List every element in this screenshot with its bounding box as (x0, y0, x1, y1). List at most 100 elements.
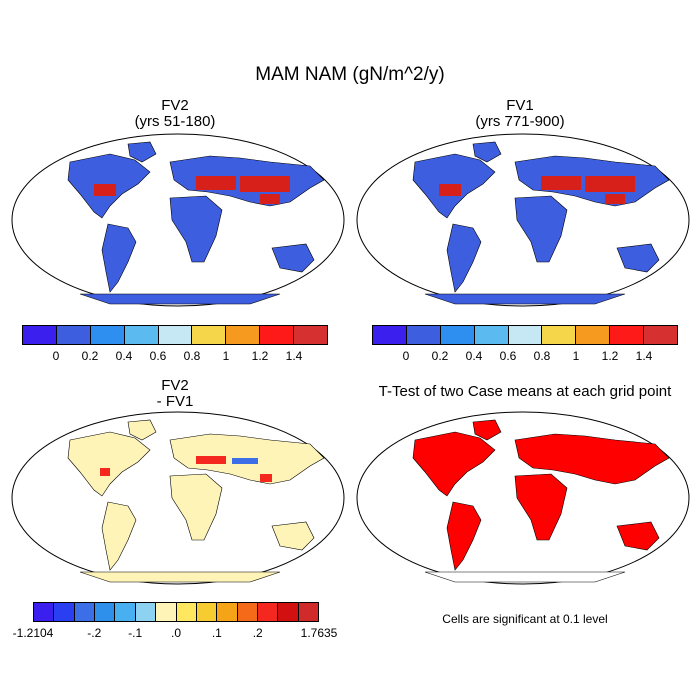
colorbar-swatch (542, 326, 577, 344)
map-difference (11, 411, 345, 585)
landmass-greenland (127, 141, 157, 163)
colorbar-swatch (176, 603, 197, 621)
landmass-sa (101, 223, 137, 293)
landmass-greenland (472, 419, 502, 441)
colorbar-tick-label: 0 (52, 349, 60, 363)
colorbar-fv1 (372, 325, 678, 345)
high-deposition-region (260, 194, 280, 204)
difference-region (100, 468, 110, 476)
panel-subtitle: (yrs 771-900) (475, 113, 565, 130)
colorbar-swatch (217, 603, 238, 621)
landmass-na (67, 431, 151, 497)
colorbar-swatch (237, 603, 258, 621)
map-ttest (356, 411, 690, 585)
panel-title: FV2 (161, 97, 189, 114)
landmass-ant (79, 293, 281, 305)
colorbar-tick-label: -.2 (87, 626, 102, 640)
colorbar-swatch (373, 326, 407, 344)
colorbar-tick-label: 0.4 (465, 349, 483, 363)
landmass-au (271, 243, 315, 273)
colorbar-swatch (260, 326, 295, 344)
high-deposition-region (585, 176, 635, 192)
colorbar-tick-label: .0 (170, 626, 182, 640)
colorbar-swatch (56, 326, 91, 344)
colorbar-swatch (576, 326, 611, 344)
panel-subtitle: (yrs 51-180) (134, 113, 216, 130)
colorbar-fv2 (22, 325, 328, 345)
figure-title: MAM NAM (gN/m^2/y) (255, 64, 445, 85)
colorbar-swatch (474, 326, 509, 344)
colorbar-tick-label: 0.8 (533, 349, 551, 363)
colorbar-swatch (298, 603, 319, 621)
panel-fv2-title: FV2 (yrs 51-180) (100, 98, 250, 130)
colorbar-tick-label: 1.4 (635, 349, 653, 363)
landmass-sa (101, 501, 137, 571)
colorbar-tick-label: 0.6 (499, 349, 517, 363)
colorbar-swatch (54, 603, 75, 621)
landmass-af (169, 195, 223, 263)
colorbar-swatch (610, 326, 645, 344)
panel-title: FV2 (161, 377, 189, 394)
landmasses (67, 419, 325, 583)
colorbar-tick-label: 1 (572, 349, 580, 363)
landmass-sa (446, 223, 482, 293)
map-fv1 (356, 133, 690, 307)
landmass-sa (446, 501, 482, 571)
colorbar-swatch (115, 603, 136, 621)
significance-note: Cells are significant at 0.1 level (442, 612, 608, 626)
landmass-eu (514, 433, 670, 485)
colorbar-swatch (508, 326, 543, 344)
landmass-au (616, 521, 660, 551)
colorbar-tick-label: 0 (402, 349, 410, 363)
landmass-na (412, 431, 496, 497)
high-deposition-region (439, 184, 461, 196)
difference-region (232, 458, 258, 464)
colorbar-tick-label: 1.2 (251, 349, 269, 363)
colorbar-swatch (90, 326, 125, 344)
high-deposition-region (240, 176, 290, 192)
landmass-af (514, 473, 568, 541)
colorbar-swatch (226, 326, 261, 344)
high-deposition-region (196, 176, 236, 190)
colorbar-swatch (278, 603, 299, 621)
colorbar-swatch (158, 326, 193, 344)
landmass-ant (424, 571, 626, 583)
colorbar-swatch (124, 326, 159, 344)
colorbar-tick-label: .1 (211, 626, 222, 640)
colorbar-tick-label: -.1 (128, 626, 143, 640)
colorbar-swatch (440, 326, 475, 344)
colorbar-swatch (257, 603, 279, 621)
high-deposition-region (605, 194, 625, 204)
colorbar-swatch (196, 603, 218, 621)
high-deposition-region (541, 176, 581, 190)
colorbar-tick-label: .2 (252, 626, 263, 640)
panel-ttest-title: T-Test of two Case means at each grid po… (378, 383, 672, 400)
landmass-af (514, 195, 568, 263)
landmasses (67, 141, 325, 305)
colorbar-tick-label: 0.8 (183, 349, 201, 363)
landmasses (412, 419, 670, 583)
difference-region (196, 456, 226, 464)
high-deposition-region (94, 184, 116, 196)
colorbar-tick-label: 1.2 (601, 349, 619, 363)
landmass-au (271, 521, 315, 551)
landmass-af (169, 473, 223, 541)
colorbar-swatch (74, 603, 96, 621)
colorbar-swatch (406, 326, 441, 344)
panel-title: FV1 (506, 97, 534, 114)
colorbar-tick-label: 1.7635 (300, 626, 338, 640)
colorbar-swatch (135, 603, 157, 621)
colorbar-tick-label: 1 (222, 349, 230, 363)
colorbar-swatch (156, 603, 177, 621)
colorbar-swatch (644, 326, 678, 344)
colorbar-tick-label: 0.2 (431, 349, 449, 363)
colorbar-difference (33, 602, 319, 622)
landmass-au (616, 243, 660, 273)
colorbar-tick-label: 1.4 (285, 349, 303, 363)
difference-region (260, 474, 272, 482)
colorbar-tick-label: -1.2104 (12, 626, 54, 640)
panel-fv1-title: FV1 (yrs 771-900) (445, 98, 595, 130)
landmass-greenland (127, 419, 157, 441)
colorbar-tick-label: 0.6 (149, 349, 167, 363)
landmass-ant (424, 293, 626, 305)
